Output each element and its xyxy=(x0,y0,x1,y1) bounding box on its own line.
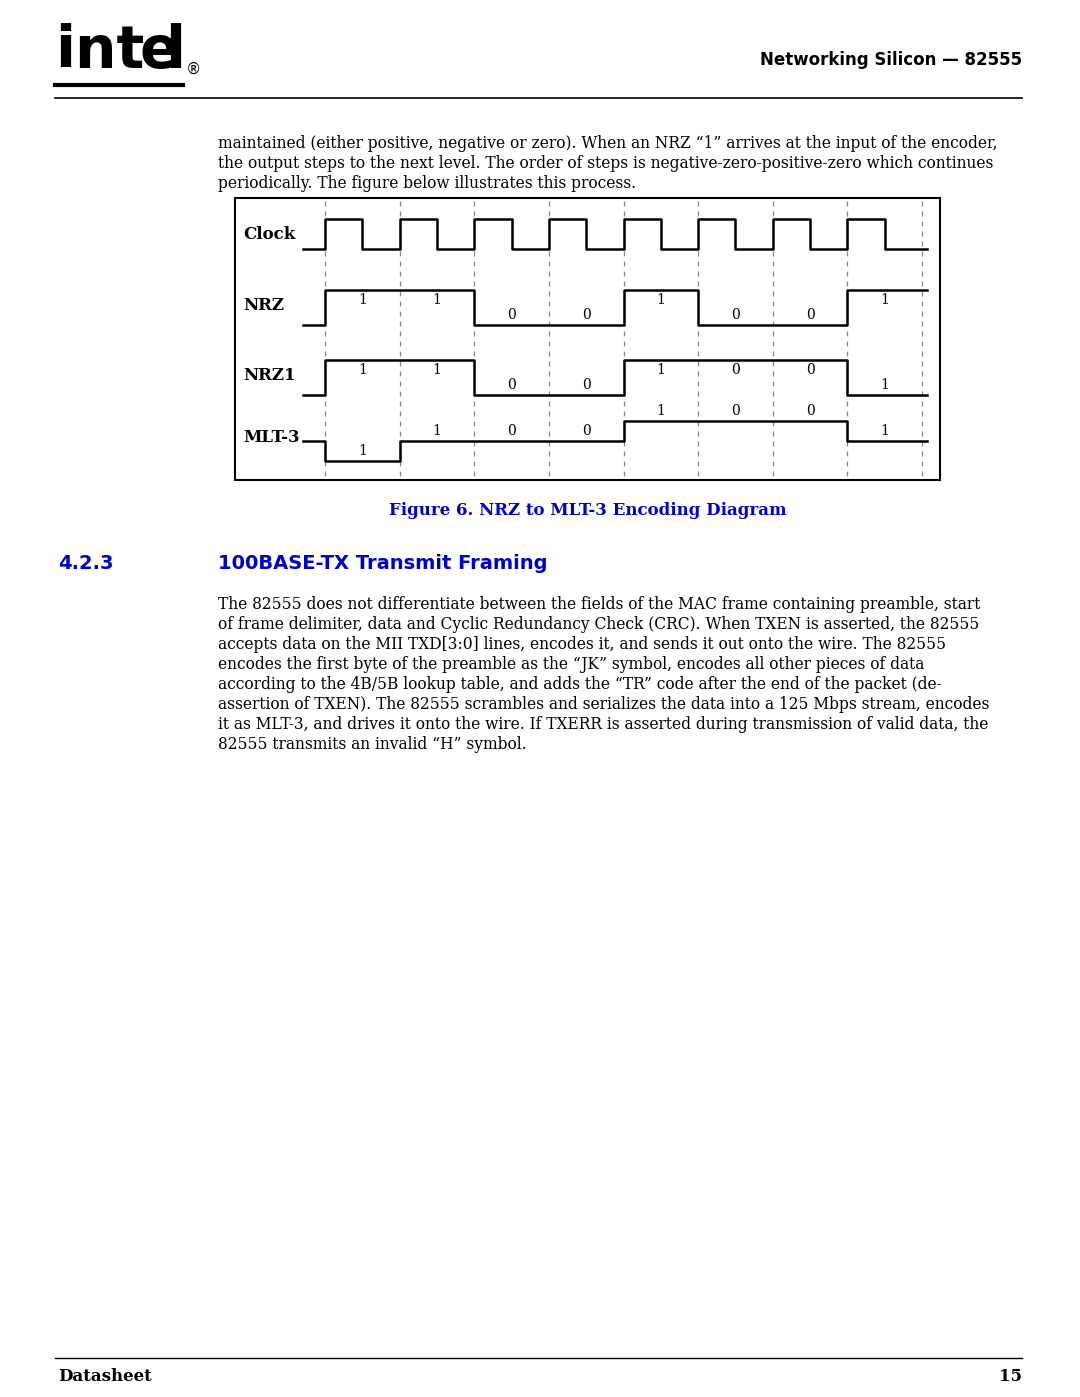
Text: 0: 0 xyxy=(806,405,814,419)
Text: 1: 1 xyxy=(432,425,442,439)
Text: 1: 1 xyxy=(657,405,665,419)
Text: 0: 0 xyxy=(582,425,591,439)
Text: Figure 6. NRZ to MLT-3 Encoding Diagram: Figure 6. NRZ to MLT-3 Encoding Diagram xyxy=(389,502,786,520)
Text: 15: 15 xyxy=(999,1368,1022,1384)
Text: 4.2.3: 4.2.3 xyxy=(58,555,113,573)
Text: Clock: Clock xyxy=(243,226,295,243)
Text: 0: 0 xyxy=(731,405,740,419)
Text: the output steps to the next level. The order of steps is negative-zero-positive: the output steps to the next level. The … xyxy=(218,155,994,172)
Text: accepts data on the MII TXD[3:0] lines, encodes it, and sends it out onto the wi: accepts data on the MII TXD[3:0] lines, … xyxy=(218,636,946,652)
Text: 0: 0 xyxy=(731,363,740,377)
Text: 1: 1 xyxy=(357,292,367,307)
Text: 0: 0 xyxy=(508,307,516,321)
Text: Networking Silicon — 82555: Networking Silicon — 82555 xyxy=(760,52,1022,68)
Text: 0: 0 xyxy=(731,307,740,321)
Text: 82555 transmits an invalid “H” symbol.: 82555 transmits an invalid “H” symbol. xyxy=(218,736,527,753)
Text: 0: 0 xyxy=(508,379,516,393)
Text: int: int xyxy=(55,22,145,80)
Text: 0: 0 xyxy=(806,363,814,377)
Text: assertion of TXEN). The 82555 scrambles and serializes the data into a 125 Mbps : assertion of TXEN). The 82555 scrambles … xyxy=(218,696,989,712)
Text: 0: 0 xyxy=(582,379,591,393)
Text: 0: 0 xyxy=(806,307,814,321)
Text: 1: 1 xyxy=(432,363,442,377)
Text: 1: 1 xyxy=(880,425,889,439)
Text: it as MLT-3, and drives it onto the wire. If TXERR is asserted during transmissi: it as MLT-3, and drives it onto the wire… xyxy=(218,717,988,733)
Text: maintained (either positive, negative or zero). When an NRZ “1” arrives at the i: maintained (either positive, negative or… xyxy=(218,136,998,152)
Text: ®: ® xyxy=(186,61,201,77)
Text: encodes the first byte of the preamble as the “JK” symbol, encodes all other pie: encodes the first byte of the preamble a… xyxy=(218,657,924,673)
Text: Datasheet: Datasheet xyxy=(58,1368,152,1384)
Text: 100BASE-TX Transmit Framing: 100BASE-TX Transmit Framing xyxy=(218,555,548,573)
Text: periodically. The figure below illustrates this process.: periodically. The figure below illustrat… xyxy=(218,175,636,191)
Text: 1: 1 xyxy=(357,444,367,458)
Text: 1: 1 xyxy=(657,292,665,307)
Text: 0: 0 xyxy=(508,425,516,439)
Text: e: e xyxy=(140,22,179,80)
Text: NRZ1: NRZ1 xyxy=(243,367,296,384)
Text: l: l xyxy=(165,22,185,80)
Text: 1: 1 xyxy=(880,292,889,307)
Text: 1: 1 xyxy=(657,363,665,377)
Text: of frame delimiter, data and Cyclic Redundancy Check (CRC). When TXEN is asserte: of frame delimiter, data and Cyclic Redu… xyxy=(218,616,980,633)
Text: 0: 0 xyxy=(582,307,591,321)
Text: NRZ: NRZ xyxy=(243,296,284,314)
Bar xyxy=(235,198,940,481)
Text: The 82555 does not differentiate between the fields of the MAC frame containing : The 82555 does not differentiate between… xyxy=(218,597,981,613)
Text: 1: 1 xyxy=(880,379,889,393)
Text: 1: 1 xyxy=(357,363,367,377)
Text: MLT-3: MLT-3 xyxy=(243,429,299,446)
Text: 1: 1 xyxy=(432,292,442,307)
Text: according to the 4B/5B lookup table, and adds the “TR” code after the end of the: according to the 4B/5B lookup table, and… xyxy=(218,676,942,693)
